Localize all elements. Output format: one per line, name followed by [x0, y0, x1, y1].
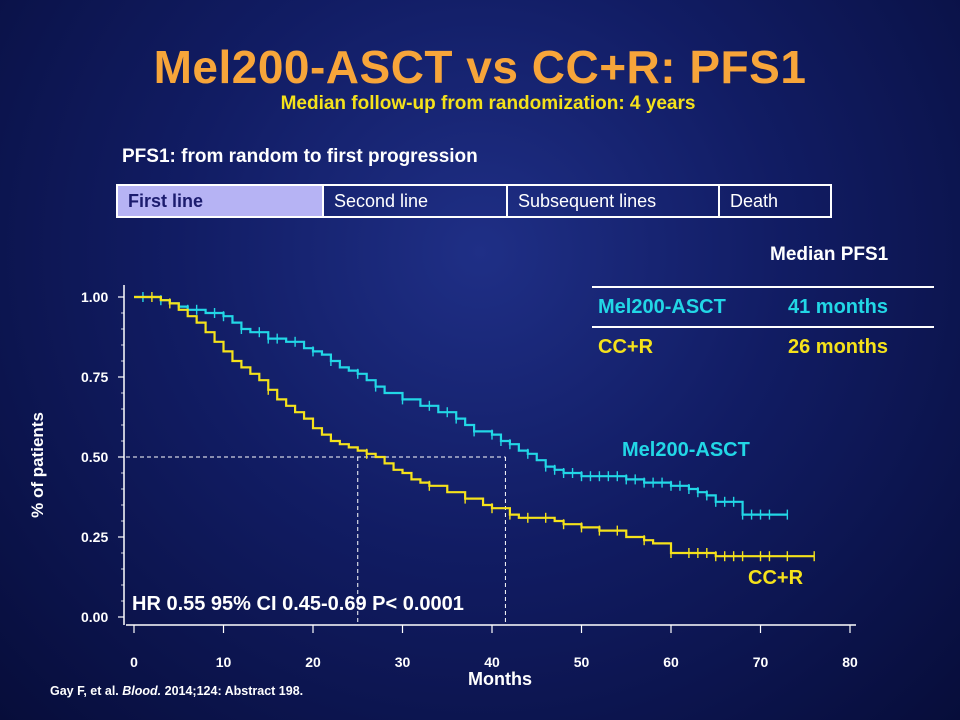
citation-journal: Blood. [122, 684, 162, 698]
chart-axes [118, 285, 856, 633]
km-curve-mel200 [134, 295, 788, 516]
treatment-line-second: Second line [324, 186, 508, 216]
slide-subtitle: Median follow-up from randomization: 4 y… [280, 93, 696, 114]
x-tick-label: 20 [305, 654, 321, 670]
median-row-mel200: Mel200-ASCT 41 months [592, 288, 934, 328]
slide-title: Mel200-ASCT vs CC+R: PFS1 [153, 41, 807, 93]
hazard-ratio-annotation: HR 0.55 95% CI 0.45-0.69 P< 0.0001 [132, 593, 464, 615]
series-label-mel200: Mel200-ASCT [622, 439, 750, 461]
y-tick-label: 0.50 [81, 449, 108, 465]
y-tick-label: 1.00 [81, 289, 108, 305]
treatment-line-first: First line [118, 186, 324, 216]
treatment-line-subsequent: Subsequent lines [508, 186, 720, 216]
x-tick-label: 10 [216, 654, 232, 670]
x-tick-label: 50 [574, 654, 590, 670]
citation-details: 2014;124: Abstract 198. [161, 684, 304, 698]
y-tick-label: 0.25 [81, 529, 108, 545]
x-tick-label: 40 [484, 654, 500, 670]
median-pfs-table: Mel200-ASCT 41 months CC+R 26 months [592, 286, 934, 366]
x-tick-label: 60 [663, 654, 679, 670]
median-arm-label: Mel200-ASCT [598, 295, 726, 318]
x-tick-label: 70 [753, 654, 769, 670]
citation-authors: Gay F, et al. [50, 684, 123, 698]
treatment-line-death: Death [730, 190, 779, 211]
y-tick-label: 0.00 [81, 609, 108, 625]
citation: Gay F, et al. Blood. 2014;124: Abstract … [50, 684, 303, 698]
median-reference-lines [126, 456, 506, 625]
y-tick-label: 0.75 [81, 369, 108, 385]
x-tick-label: 30 [395, 654, 411, 670]
x-tick-label: 80 [842, 654, 858, 670]
median-arm-label: CC+R [598, 335, 654, 358]
x-tick-label: 0 [130, 654, 138, 670]
median-pfs-title: Median PFS1 [770, 244, 889, 265]
y-axis-label: % of patients [28, 412, 47, 518]
km-curves [134, 292, 815, 562]
median-row-ccr: CC+R 26 months [592, 328, 934, 366]
pfs-definition-heading: PFS1: from random to first progression [122, 146, 478, 167]
treatment-lines-table: First line Second line Subsequent lines … [116, 184, 832, 218]
median-arm-value: 26 months [788, 335, 889, 358]
series-label-ccr: CC+R [748, 567, 804, 589]
chart-tick-labels: 0 10 20 30 40 50 60 70 80 0.00 0.25 0.50 0.75 1.00 [81, 289, 858, 670]
median-arm-value: 41 months [788, 295, 889, 318]
x-axis-label: Months [468, 669, 532, 689]
